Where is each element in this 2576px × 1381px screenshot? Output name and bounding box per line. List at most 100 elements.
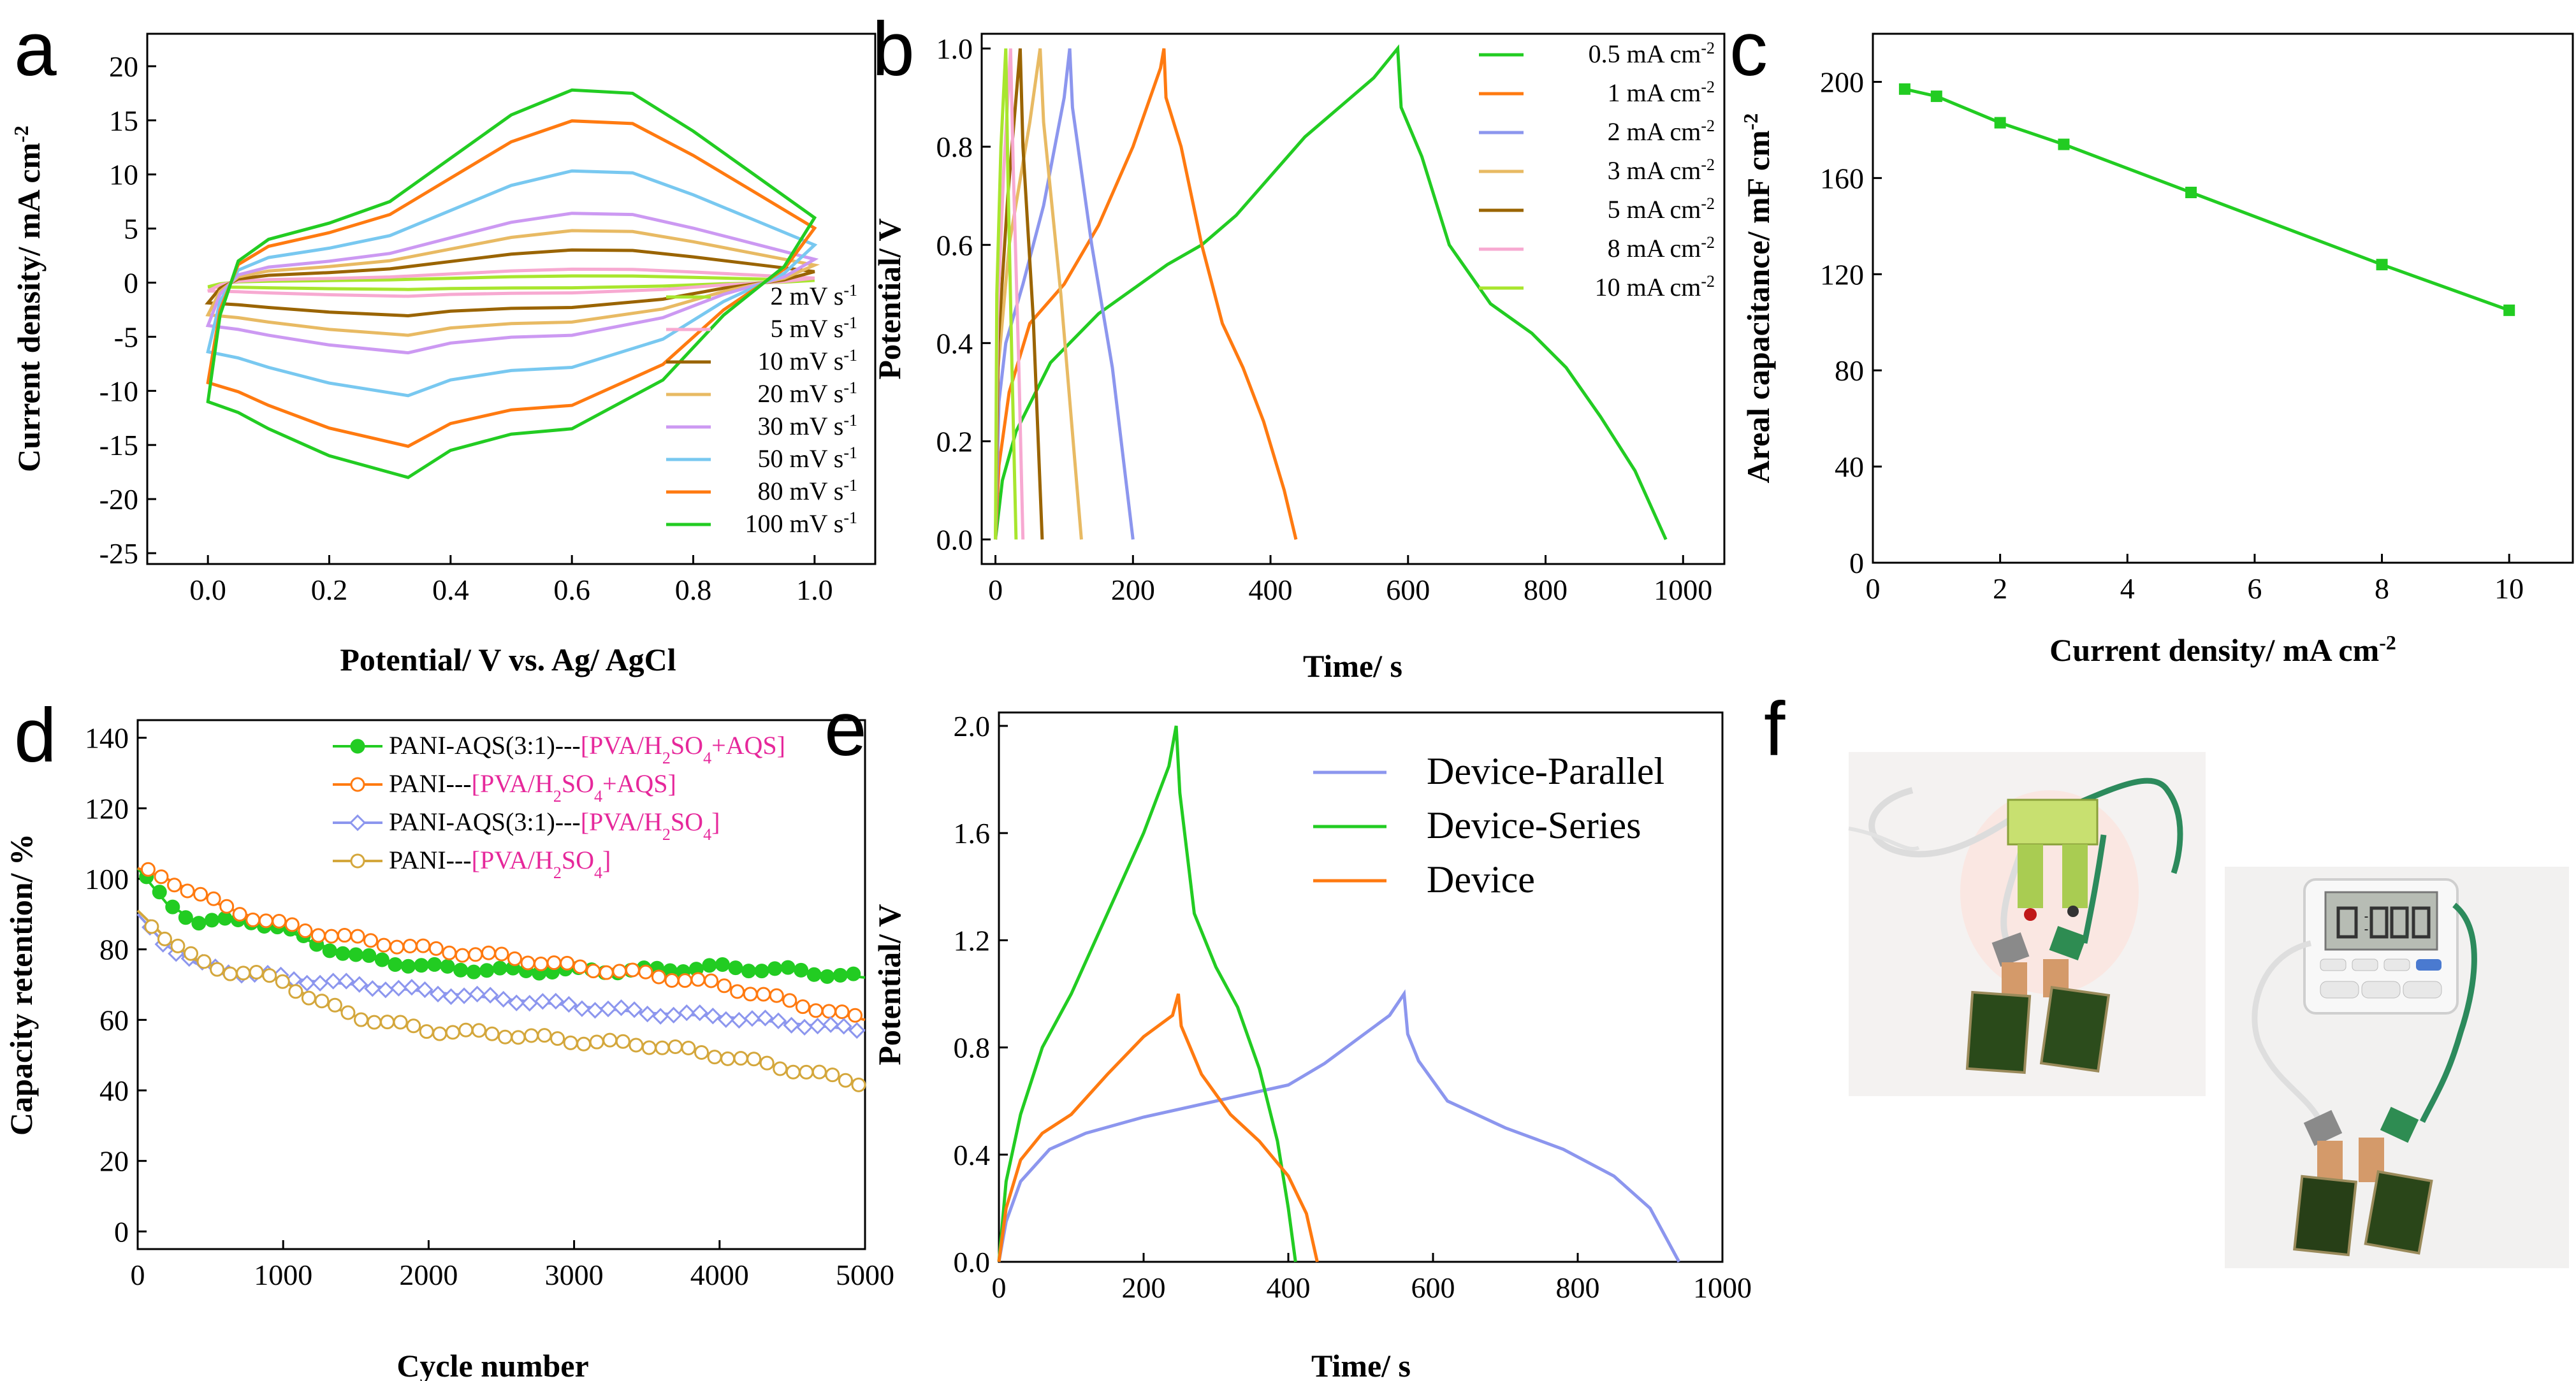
data-point-c xyxy=(2376,259,2388,271)
marker-d xyxy=(389,939,405,955)
timer-button-4 xyxy=(2320,981,2359,999)
a-y-tick-label: 0 xyxy=(124,267,138,300)
marker-d xyxy=(445,1025,460,1040)
marker-d xyxy=(350,929,365,944)
marker-d xyxy=(809,1017,826,1035)
marker-d xyxy=(377,981,394,999)
marker-d xyxy=(759,1055,775,1071)
marker-d xyxy=(720,1051,736,1066)
marker-d xyxy=(613,999,630,1016)
white-wire-tail xyxy=(1848,827,1920,851)
marker-d xyxy=(479,963,495,978)
marker-d xyxy=(193,886,208,902)
panel-c: c 0 2 4 6 8 10 0 40 80 120 160 200 Current density/… xyxy=(1729,6,2574,668)
marker-d xyxy=(835,1018,852,1035)
marker-d xyxy=(222,966,238,981)
marker-d xyxy=(846,966,861,981)
white-wire xyxy=(1868,787,2033,945)
b-x-tick-label: 400 xyxy=(1249,574,1293,606)
clip-arm-right xyxy=(2062,844,2088,908)
d-y-tick-label: 140 xyxy=(85,722,129,755)
cv-loop-7 xyxy=(206,88,817,479)
legend-marker-d xyxy=(350,777,365,792)
marker-d xyxy=(402,939,418,954)
data-point-c xyxy=(2185,187,2197,198)
legend-label-e: Device xyxy=(1427,858,1535,900)
timer-button-1 xyxy=(2320,958,2347,971)
marker-d xyxy=(808,1003,824,1018)
marker-d xyxy=(652,1008,669,1025)
marker-d xyxy=(403,979,421,996)
marker-d xyxy=(429,985,447,1002)
gcd-curve-b-0 xyxy=(994,44,1668,540)
marker-d xyxy=(664,973,680,988)
e-y-tick-label: 1.2 xyxy=(954,924,991,957)
marker-d xyxy=(537,1028,552,1043)
marker-d xyxy=(367,1015,382,1030)
legend-label-a: 10 mV s-1 xyxy=(757,346,857,376)
a-x-tick-label: 0.8 xyxy=(675,574,712,606)
c-y-tick-label: 80 xyxy=(1835,354,1864,387)
photo-device-with-clips xyxy=(1848,752,2206,1096)
marker-d xyxy=(492,960,507,976)
marker-d xyxy=(834,1004,850,1020)
data-point-c xyxy=(1930,90,1942,103)
marker-d xyxy=(639,1006,656,1023)
b-x-tick-label: 800 xyxy=(1524,574,1568,606)
marker-d xyxy=(511,1030,526,1045)
marker-d xyxy=(599,1000,617,1018)
marker-d xyxy=(768,961,783,976)
marker-d xyxy=(455,987,473,1004)
legend-label-d: PANI-AQS(3:1)---[PVA/H2SO4] xyxy=(389,807,720,844)
marker-d xyxy=(811,1064,827,1080)
x-axis-label-d: Cycle number xyxy=(397,1348,588,1381)
x-axis-label-e: Time/ s xyxy=(1311,1348,1411,1381)
marker-d xyxy=(520,955,535,971)
marker-d xyxy=(780,960,796,975)
e-x-tick-label: 600 xyxy=(1411,1271,1455,1304)
legend-b: 0.5 mA cm-2 1 mA cm-2 2 mA cm-2 3 mA cm-2 5 … xyxy=(1479,39,1715,301)
marker-d xyxy=(388,957,403,972)
cv-loop-5 xyxy=(206,169,818,398)
x-axis-label-b: Time/ s xyxy=(1303,648,1402,684)
device-curve-0 xyxy=(997,989,1681,1263)
d-x-tick-label: 4000 xyxy=(690,1259,749,1291)
marker-d xyxy=(400,958,416,974)
marker-d xyxy=(825,1067,840,1083)
b-x-tick-label: 0 xyxy=(988,574,1003,606)
d-y-tick-label: 100 xyxy=(85,863,129,895)
marker-d xyxy=(236,965,251,981)
marker-d xyxy=(442,988,460,1005)
d-x-tick-label: 1000 xyxy=(254,1259,312,1291)
marker-d xyxy=(337,928,353,943)
legend-label-d: PANI---[PVA/H2SO4] xyxy=(389,846,611,882)
marker-d xyxy=(481,945,496,960)
marker-d xyxy=(733,1051,748,1066)
green-wire xyxy=(2419,902,2477,1124)
c-x-tick-label: 4 xyxy=(2120,572,2135,605)
marker-d xyxy=(466,964,481,980)
panel-label-c: c xyxy=(1729,6,1768,92)
marker-d xyxy=(690,972,706,987)
d-x-tick-label: 2000 xyxy=(399,1259,458,1291)
c-y-tick-label: 120 xyxy=(1820,258,1864,291)
data-point-c xyxy=(1994,117,2006,129)
marker-d xyxy=(691,1004,708,1022)
marker-d xyxy=(327,997,342,1013)
marker-d xyxy=(717,978,732,994)
marker-d xyxy=(681,1040,696,1055)
marker-d xyxy=(625,962,640,978)
legend-marker-d xyxy=(349,814,367,832)
marker-d xyxy=(694,1045,709,1060)
d-y-tick-label: 60 xyxy=(99,1004,129,1036)
b-y-tick-label: 0.6 xyxy=(936,229,973,261)
plot-frame-e xyxy=(998,711,1724,1263)
marker-d xyxy=(730,984,745,999)
marker-d xyxy=(324,972,342,990)
marker-d xyxy=(563,1035,578,1050)
marker-d xyxy=(847,1008,862,1023)
marker-d xyxy=(354,1012,369,1027)
y-axis-label-b: Potential/ V xyxy=(871,218,907,379)
marker-d xyxy=(458,1022,474,1038)
cv-loop-4 xyxy=(205,212,819,355)
